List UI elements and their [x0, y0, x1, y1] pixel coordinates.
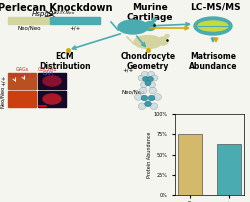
Ellipse shape — [165, 35, 169, 38]
Ellipse shape — [134, 36, 162, 48]
Ellipse shape — [198, 21, 228, 31]
Ellipse shape — [141, 71, 148, 77]
Text: +/+: +/+ — [0, 74, 5, 86]
Text: Chondrocyte
Geometry: Chondrocyte Geometry — [120, 52, 176, 71]
Ellipse shape — [138, 103, 146, 109]
Text: DAPI: DAPI — [42, 71, 54, 76]
Bar — [8, 91, 36, 107]
Ellipse shape — [148, 71, 155, 77]
Text: COL2A1: COL2A1 — [38, 67, 58, 72]
Bar — [8, 17, 50, 24]
Ellipse shape — [142, 77, 148, 81]
Bar — [38, 73, 66, 89]
Ellipse shape — [118, 20, 148, 34]
Text: C1523Y-Neo: C1523Y-Neo — [49, 11, 75, 15]
Y-axis label: Protein Abundance: Protein Abundance — [147, 131, 152, 178]
Ellipse shape — [134, 94, 142, 100]
Bar — [8, 73, 36, 89]
Text: Neo/Neo: Neo/Neo — [122, 90, 146, 95]
Ellipse shape — [158, 37, 168, 45]
Ellipse shape — [138, 75, 145, 81]
Text: Neo/Neo: Neo/Neo — [0, 86, 5, 108]
Ellipse shape — [141, 95, 148, 101]
Ellipse shape — [140, 82, 147, 88]
Text: Matrisome
Abundance: Matrisome Abundance — [189, 52, 237, 71]
Ellipse shape — [144, 21, 156, 31]
Ellipse shape — [43, 76, 61, 86]
Text: Perlecan Knockdown: Perlecan Knockdown — [0, 3, 112, 13]
Ellipse shape — [145, 81, 151, 86]
Ellipse shape — [150, 103, 158, 109]
Ellipse shape — [151, 75, 158, 81]
Ellipse shape — [154, 94, 162, 100]
Text: Hspg2: Hspg2 — [32, 11, 54, 17]
Ellipse shape — [139, 87, 147, 94]
Ellipse shape — [148, 95, 155, 101]
Text: GAGs
Safranin O: GAGs Safranin O — [9, 67, 35, 78]
Ellipse shape — [145, 101, 151, 106]
Bar — [178, 134, 202, 195]
Text: Neo/Neo: Neo/Neo — [17, 26, 41, 31]
Bar — [38, 91, 66, 107]
Ellipse shape — [148, 77, 154, 81]
Text: ECM
Distribution: ECM Distribution — [39, 52, 91, 71]
Ellipse shape — [149, 87, 157, 94]
Ellipse shape — [194, 17, 232, 35]
Ellipse shape — [43, 94, 61, 104]
Text: +/+: +/+ — [122, 67, 134, 72]
Text: Murine
Cartilage: Murine Cartilage — [127, 3, 173, 22]
Ellipse shape — [148, 82, 156, 88]
Bar — [50, 17, 100, 24]
Ellipse shape — [152, 19, 156, 21]
Text: +/+: +/+ — [69, 26, 81, 31]
Bar — [217, 144, 240, 195]
Text: LC-MS/MS: LC-MS/MS — [190, 3, 240, 12]
